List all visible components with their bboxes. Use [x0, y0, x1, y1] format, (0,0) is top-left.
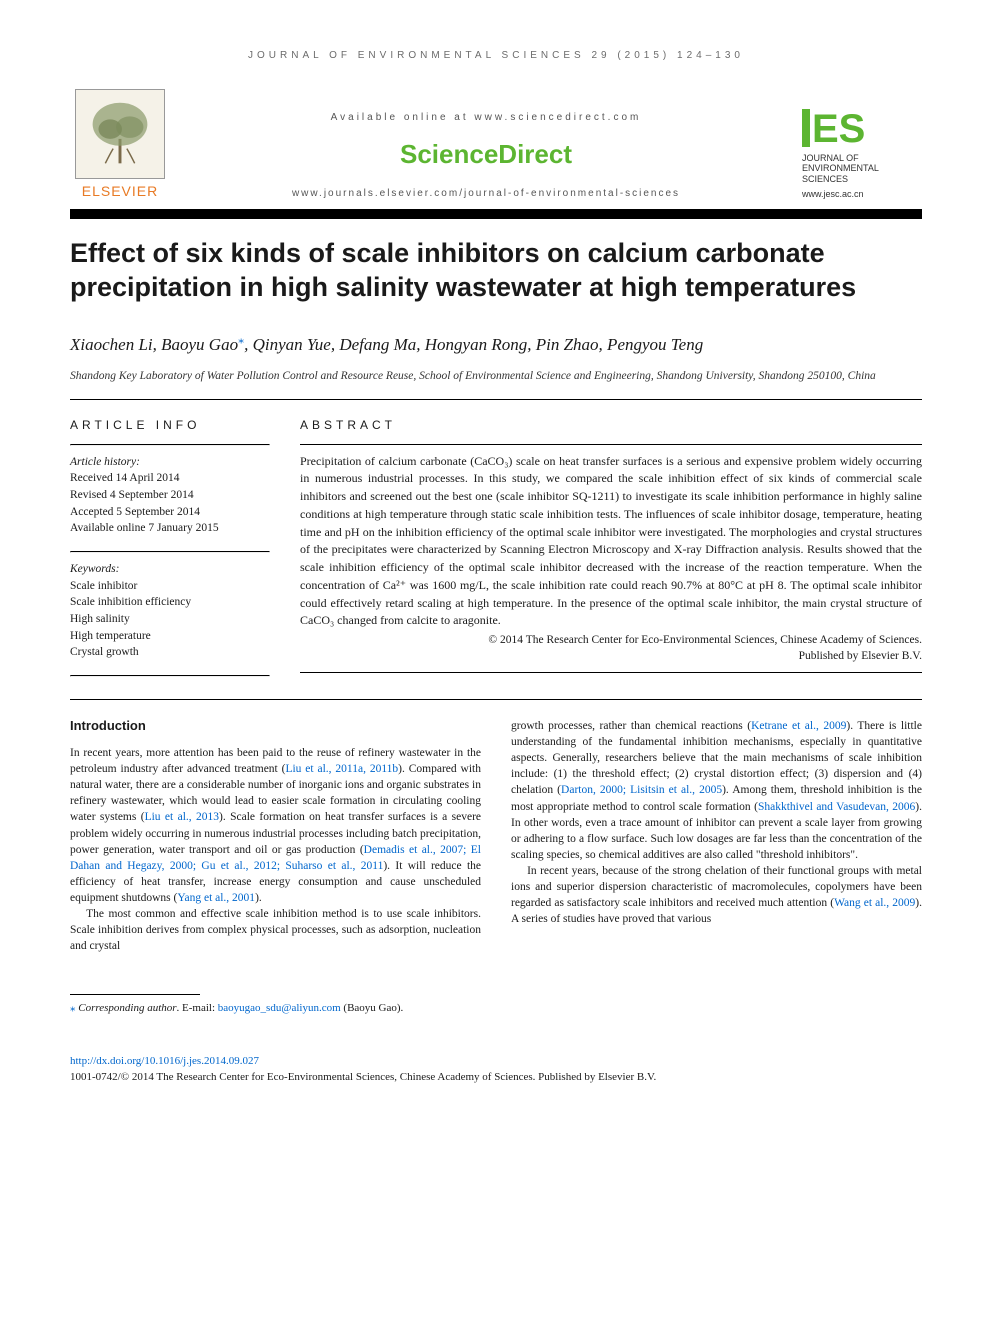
keywords-block: Keywords: Scale inhibitor Scale inhibiti…: [70, 561, 270, 661]
page-container: JOURNAL OF ENVIRONMENTAL SCIENCES 29 (20…: [0, 0, 992, 1125]
ref-link[interactable]: Shakkthivel and Vasudevan, 2006: [758, 801, 915, 813]
running-head: JOURNAL OF ENVIRONMENTAL SCIENCES 29 (20…: [70, 50, 922, 61]
doi-block: http://dx.doi.org/10.1016/j.jes.2014.09.…: [70, 1054, 922, 1085]
history-label: Article history:: [70, 456, 140, 468]
authors-text: Xiaochen Li, Baoyu Gao⁎, Qinyan Yue, Def…: [70, 335, 703, 354]
history-item: Received 14 April 2014: [70, 472, 180, 484]
keyword-item: High salinity: [70, 613, 130, 625]
ref-link[interactable]: Darton, 2000; Lisitsin et al., 2005: [561, 784, 722, 796]
ref-link[interactable]: Ketrane et al., 2009: [751, 720, 846, 732]
available-online-text: Available online at www.sciencedirect.co…: [190, 112, 782, 123]
article-info-heading: ARTICLE INFO: [70, 418, 270, 432]
abstract-heading: ABSTRACT: [300, 418, 922, 432]
footnote-star-icon: ⁎: [70, 1002, 76, 1014]
info-rule-1: [70, 444, 270, 446]
jes-journal-name: JOURNAL OF ENVIRONMENTAL SCIENCES: [802, 153, 922, 185]
affiliation: Shandong Key Laboratory of Water Polluti…: [70, 369, 922, 385]
ref-link[interactable]: Liu et al., 2011a, 2011b: [285, 763, 398, 775]
jes-logo-icon: ES: [802, 109, 922, 147]
info-abstract-row: ARTICLE INFO Article history: Received 1…: [70, 418, 922, 685]
history-item: Available online 7 January 2015: [70, 522, 219, 534]
article-title: Effect of six kinds of scale inhibitors …: [70, 237, 922, 305]
introduction-heading: Introduction: [70, 718, 481, 733]
jes-url[interactable]: www.jesc.ac.cn: [802, 189, 922, 199]
abstract-copyright: © 2014 The Research Center for Eco-Envir…: [300, 632, 922, 664]
abstract-rule-bottom: [300, 672, 922, 673]
elsevier-wordmark: ELSEVIER: [82, 183, 158, 199]
footnote-separator: [70, 994, 200, 995]
corresponding-email-link[interactable]: baoyugao_sdu@aliyun.com: [218, 1002, 341, 1014]
sciencedirect-logo[interactable]: ScienceDirect: [190, 139, 782, 170]
black-divider-bar: [70, 209, 922, 219]
intro-left-body: In recent years, more attention has been…: [70, 745, 481, 954]
ref-link[interactable]: Yang et al., 2001: [177, 892, 255, 904]
keyword-item: Scale inhibition efficiency: [70, 596, 191, 608]
abstract-text: Precipitation of calcium carbonate (CaCO…: [300, 453, 922, 631]
ref-link[interactable]: Liu et al., 2013: [145, 811, 219, 823]
corresponding-footnote: ⁎ Corresponding author. E-mail: baoyugao…: [70, 1001, 922, 1014]
history-item: Accepted 5 September 2014: [70, 506, 200, 518]
elsevier-tree-icon: [75, 89, 165, 179]
intro-right-body: growth processes, rather than chemical r…: [511, 718, 922, 927]
keyword-item: Crystal growth: [70, 646, 139, 658]
article-info-column: ARTICLE INFO Article history: Received 1…: [70, 418, 270, 685]
elsevier-logo-block: ELSEVIER: [70, 89, 170, 199]
header-row: ELSEVIER Available online at www.science…: [70, 89, 922, 199]
corresponding-star-icon: ⁎: [238, 333, 244, 347]
ref-link[interactable]: Wang et al., 2009: [834, 897, 915, 909]
article-history-block: Article history: Received 14 April 2014 …: [70, 454, 270, 537]
info-rule-3: [70, 675, 270, 677]
abstract-rule-top: [300, 444, 922, 445]
rule-top: [70, 399, 922, 400]
history-item: Revised 4 September 2014: [70, 489, 194, 501]
rule-mid: [70, 699, 922, 700]
keyword-item: Scale inhibitor: [70, 580, 137, 592]
introduction-row: Introduction In recent years, more atten…: [70, 718, 922, 954]
abstract-column: ABSTRACT Precipitation of calcium carbon…: [300, 418, 922, 685]
issn-copyright-line: 1001-0742/© 2014 The Research Center for…: [70, 1070, 922, 1085]
jes-bar-icon: [802, 109, 810, 147]
info-rule-2: [70, 551, 270, 553]
footnote-label: Corresponding author: [78, 1002, 176, 1014]
intro-right-column: growth processes, rather than chemical r…: [511, 718, 922, 954]
authors-line: Xiaochen Li, Baoyu Gao⁎, Qinyan Yue, Def…: [70, 333, 922, 356]
jes-logo-block: ES JOURNAL OF ENVIRONMENTAL SCIENCES www…: [802, 109, 922, 199]
keyword-item: High temperature: [70, 630, 151, 642]
doi-link[interactable]: http://dx.doi.org/10.1016/j.jes.2014.09.…: [70, 1055, 259, 1067]
keywords-label: Keywords:: [70, 563, 119, 575]
journal-homepage-url[interactable]: www.journals.elsevier.com/journal-of-env…: [190, 188, 782, 199]
center-header: Available online at www.sciencedirect.co…: [170, 112, 802, 199]
intro-left-column: Introduction In recent years, more atten…: [70, 718, 481, 954]
jes-logo-text: ES: [812, 111, 865, 147]
